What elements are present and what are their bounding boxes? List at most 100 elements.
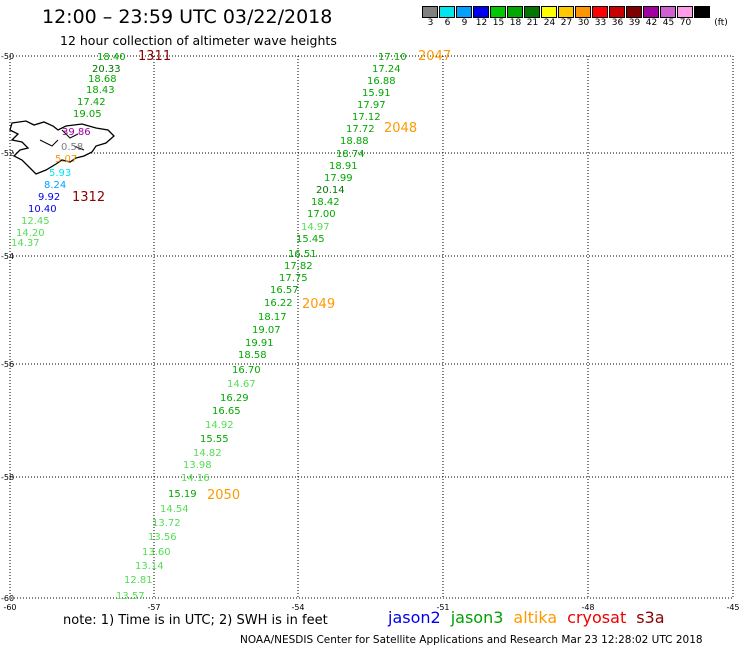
legend-swatch [541, 6, 557, 18]
legend-swatch [507, 6, 523, 18]
wave-height-value: 13.60 [142, 547, 171, 558]
legend-value: 21 [526, 18, 539, 28]
pass-number-label: 2050 [207, 488, 240, 503]
wave-height-value: 18.68 [88, 74, 117, 85]
wave-height-value: 15.55 [200, 434, 229, 445]
longitude-label: -60 [3, 603, 16, 612]
wave-height-value: 20.14 [316, 185, 345, 196]
longitude-label: -48 [581, 603, 594, 612]
wave-height-value: 19.91 [245, 338, 274, 349]
legend-value: 24 [543, 18, 556, 28]
mission-name: jason2 [388, 608, 441, 627]
legend-value: 30 [577, 18, 590, 28]
legend-swatch [626, 6, 642, 18]
latitude-label: -52 [1, 149, 14, 158]
wave-height-value: 18.40 [97, 52, 126, 63]
legend-value: 70 [679, 18, 692, 28]
mission-name: jason3 [450, 608, 504, 627]
wave-height-value: 14.97 [301, 222, 330, 233]
legend-value: 18 [509, 18, 522, 28]
legend-value: 15 [492, 18, 505, 28]
wave-height-value: 16.57 [270, 285, 299, 296]
falkland-islands-outline [9, 120, 115, 175]
latitude-label: -60 [1, 594, 14, 603]
wave-height-value: 15.91 [362, 88, 391, 99]
latitude-label: -58 [1, 473, 14, 482]
pass-number-label: 2048 [384, 121, 417, 136]
wave-height-value: 13.57 [116, 591, 145, 602]
legend-value: 3 [427, 18, 434, 28]
longitude-label: -51 [436, 603, 449, 612]
coastline-detail [39, 129, 85, 151]
wave-height-value: 16.51 [288, 249, 317, 260]
pass-number-label: 2049 [302, 297, 335, 312]
wave-height-value: 17.10 [378, 52, 407, 63]
mission-name: s3a [636, 608, 665, 627]
wave-height-value: 5.93 [49, 168, 71, 179]
legend-value: 39 [628, 18, 641, 28]
legend-swatch [677, 6, 693, 18]
wave-height-value: 12.45 [21, 216, 50, 227]
wave-height-value: 14.92 [205, 420, 234, 431]
legend-swatch [524, 6, 540, 18]
wave-height-value: 18.58 [238, 350, 267, 361]
legend-swatch [575, 6, 591, 18]
legend-swatch [592, 6, 608, 18]
wave-height-value: 17.00 [307, 209, 336, 220]
wave-height-value: 18.43 [86, 85, 115, 96]
legend-value: 9 [461, 18, 468, 28]
wave-height-value: 17.97 [357, 100, 386, 111]
wave-height-value: 13.56 [148, 532, 177, 543]
wave-height-value: 14.20 [16, 228, 45, 239]
wave-height-value: 14.54 [160, 504, 189, 515]
wave-height-value: 18.91 [329, 161, 358, 172]
wave-height-value: 15.19 [168, 489, 197, 500]
legend-swatch [609, 6, 625, 18]
longitude-label: -45 [726, 603, 739, 612]
wave-height-value: 16.88 [367, 76, 396, 87]
legend-swatch [694, 6, 710, 18]
wave-height-value: 17.75 [279, 273, 308, 284]
wave-height-value: 16.29 [220, 393, 249, 404]
legend-swatch [558, 6, 574, 18]
legend-unit: (ft) [714, 18, 728, 28]
credit-line: NOAA/NESDIS Center for Satellite Applica… [240, 634, 703, 646]
wave-height-value: 20.33 [92, 64, 121, 75]
mission-name: altika [513, 608, 558, 627]
wave-height-value: 18.74 [336, 149, 365, 160]
wave-height-value: 14.82 [193, 448, 222, 459]
wave-height-value: 17.24 [372, 64, 401, 75]
legend-swatch [422, 6, 438, 18]
legend-value: 45 [662, 18, 675, 28]
legend-swatch [490, 6, 506, 18]
longitude-label: -57 [147, 603, 160, 612]
wave-height-value: 17.12 [352, 112, 381, 123]
latitude-label: -56 [1, 360, 14, 369]
wave-height-value: 17.99 [324, 173, 353, 184]
footnote: note: 1) Time is in UTC; 2) SWH is in fe… [63, 613, 328, 628]
latitude-label: -50 [1, 52, 14, 61]
legend-swatch [439, 6, 455, 18]
wave-height-value: 16.22 [264, 298, 293, 309]
wave-height-value: 19.07 [252, 325, 281, 336]
wave-height-value: 18.17 [258, 312, 287, 323]
wave-height-value: 12.81 [124, 575, 153, 586]
legend-value: 12 [475, 18, 488, 28]
wave-height-value: 16.65 [212, 406, 241, 417]
legend-swatch [456, 6, 472, 18]
wave-height-value: 17.82 [284, 261, 313, 272]
wave-height-value: 18.42 [311, 197, 340, 208]
wave-height-value: 17.42 [77, 97, 106, 108]
legend-value: 33 [594, 18, 607, 28]
wave-height-value: 0.58 [61, 142, 83, 153]
legend-value: 6 [444, 18, 451, 28]
legend-swatch [473, 6, 489, 18]
mission-name: cryosat [567, 608, 627, 627]
wave-height-value: 14.16 [181, 473, 210, 484]
pass-number-label: 1311 [138, 49, 171, 64]
longitude-label: -54 [291, 603, 304, 612]
wave-height-value: 14.67 [227, 379, 256, 390]
wave-height-value: 9.92 [38, 192, 60, 203]
wave-height-value: 10.40 [28, 204, 57, 215]
